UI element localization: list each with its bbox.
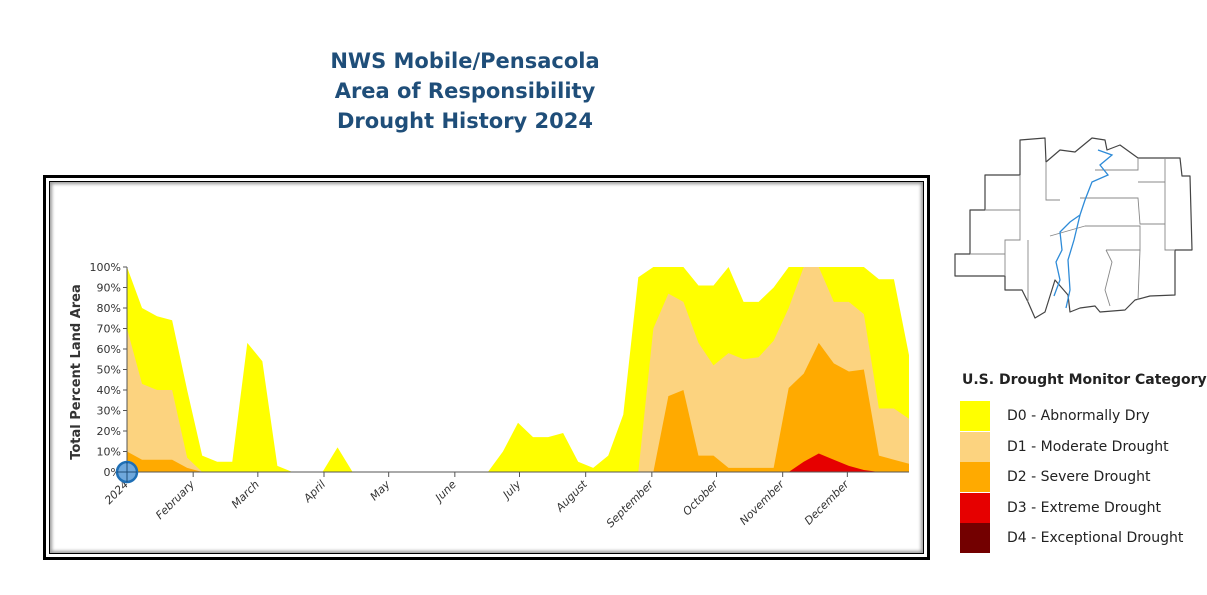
area-of-responsibility-map: [954, 137, 1193, 319]
river: [1065, 214, 1081, 309]
y-tick-label: 90%: [97, 282, 121, 295]
legend-label-d2: D2 - Severe Drought: [1007, 469, 1151, 486]
legend: U.S. Drought Monitor Category D0 - Abnor…: [960, 372, 1207, 554]
county-line: [1085, 225, 1141, 251]
y-tick-label: 80%: [97, 302, 121, 315]
x-tick-label: September: [604, 477, 657, 530]
legend-label-d0: D0 - Abnormally Dry: [1007, 408, 1150, 425]
legend-swatch-d3: [960, 492, 990, 523]
title-line-2: Area of Responsibility: [334, 79, 596, 103]
x-tick-label: June: [431, 478, 459, 506]
county-line: [1164, 158, 1175, 251]
series-area-d1: [127, 267, 909, 472]
county-line: [1004, 175, 1021, 276]
series-area-d3: [127, 453, 909, 472]
legend-swatch-d4: [960, 523, 990, 554]
chart-frame: Total Percent Land Area 100% 90% 80% 70% 60%…: [43, 175, 930, 560]
y-tick-label: 20%: [97, 425, 121, 438]
legend-swatch-d0: [960, 401, 990, 432]
x-tick-label: April: [300, 478, 328, 506]
x-tick-label: August: [553, 477, 591, 515]
legend-item-d3: D3 - Extreme Drought: [960, 492, 1205, 524]
x-tick-label: March: [229, 478, 262, 511]
county-line: [1137, 249, 1141, 301]
legend-label-d1: D1 - Moderate Drought: [1007, 438, 1169, 455]
legend-label-d4: D4 - Exceptional Drought: [1007, 530, 1184, 547]
y-tick-label: 30%: [97, 405, 121, 418]
title-line-3: Drought History 2024: [336, 109, 594, 133]
county-line: [1080, 197, 1165, 225]
legend-swatch-d1: [960, 431, 990, 462]
drought-area-chart: Total Percent Land Area 100% 90% 80% 70% 60%…: [69, 261, 909, 530]
y-tick-label: 70%: [97, 323, 121, 336]
y-tick-label: 60%: [97, 343, 121, 356]
county-line: [1104, 249, 1113, 307]
x-tick-label: July: [499, 478, 524, 503]
y-axis-label: Total Percent Land Area: [69, 284, 84, 460]
county-line: [1045, 162, 1060, 201]
area-series-group: [127, 267, 909, 472]
y-tick-label: 40%: [97, 384, 121, 397]
x-tick-label: February: [153, 478, 197, 522]
x-tick-label: October: [680, 477, 721, 518]
x-tick-label: May: [368, 478, 394, 504]
y-tick-label: 100%: [90, 261, 121, 274]
map-outline: [954, 137, 1193, 319]
legend-swatch-d2: [960, 462, 990, 493]
chart-frame-inner: Total Percent Land Area 100% 90% 80% 70% 60%…: [49, 181, 924, 554]
legend-item-d2: D2 - Severe Drought: [960, 462, 1205, 493]
county-line: [1095, 158, 1139, 171]
x-tick-label: December: [802, 477, 853, 528]
legend-item-d0: D0 - Abnormally Dry: [960, 401, 1205, 432]
chart-title: NWS Mobile/Pensacola Area of Responsibil…: [250, 46, 680, 136]
legend-label-d3: D3 - Extreme Drought: [1007, 499, 1161, 516]
county-line: [1049, 225, 1086, 237]
y-tick-label: 10%: [97, 446, 121, 459]
x-tick-label: November: [737, 477, 788, 528]
y-tick-label: 50%: [97, 364, 121, 377]
legend-title: U.S. Drought Monitor Category: [962, 372, 1207, 388]
legend-item-d1: D1 - Moderate Drought: [960, 431, 1205, 463]
legend-item-d4: D4 - Exceptional Drought: [960, 523, 1205, 554]
title-line-1: NWS Mobile/Pensacola: [330, 49, 600, 73]
